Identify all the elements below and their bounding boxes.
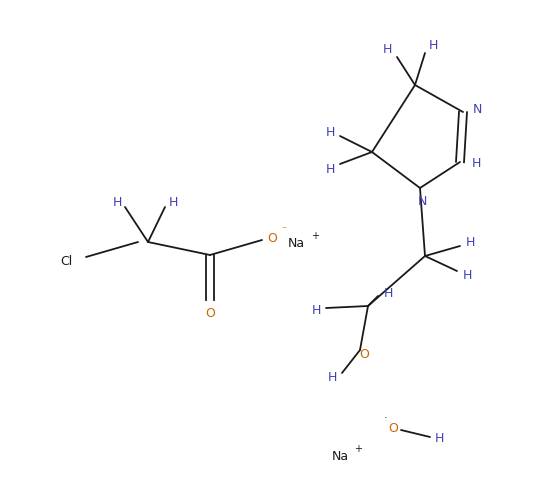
Text: H: H [471,156,481,169]
Text: Cl: Cl [60,254,72,267]
Text: H: H [112,196,122,209]
Text: H: H [465,236,475,249]
Text: H: H [383,286,392,299]
Text: H: H [168,196,178,209]
Text: O: O [388,421,398,434]
Text: +: + [311,231,319,241]
Text: ⁻: ⁻ [281,225,287,235]
Text: H: H [325,125,335,138]
Text: H: H [382,42,392,55]
Text: H: H [434,431,444,445]
Text: O: O [359,348,369,361]
Text: H: H [428,38,438,51]
Text: ·: · [384,413,388,423]
Text: N: N [472,103,482,116]
Text: H: H [462,268,472,281]
Text: Na: Na [331,450,349,463]
Text: Na: Na [287,237,305,249]
Text: H: H [328,371,337,383]
Text: H: H [311,303,321,317]
Text: H: H [325,162,335,175]
Text: O: O [205,306,215,320]
Text: +: + [354,444,362,454]
Text: O: O [267,232,277,245]
Text: N: N [418,195,427,208]
